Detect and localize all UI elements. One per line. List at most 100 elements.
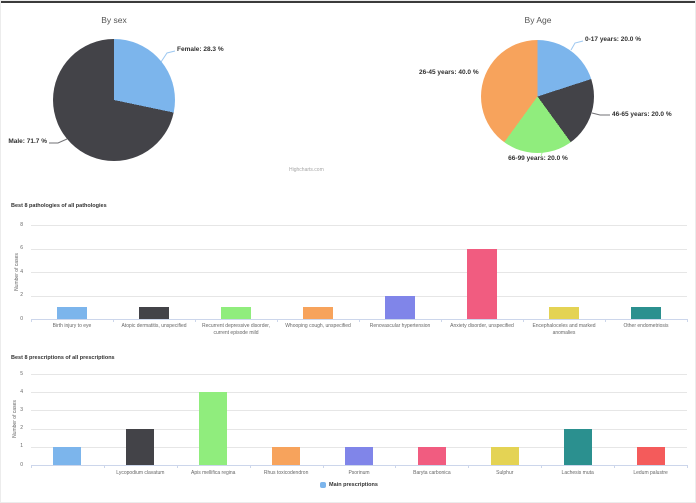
bar-lycopodium-clavatum[interactable] [126, 428, 155, 465]
prescriptions-y-axis: 0 1 2 3 4 5 [1, 349, 27, 501]
bar-psorinum[interactable] [345, 446, 373, 465]
bar-birth-injury-to-eye[interactable] [57, 307, 87, 319]
bar-other-endometriosis[interactable] [631, 307, 661, 319]
gridline [31, 248, 687, 250]
pathologies-bars [31, 225, 687, 319]
pie-by-sex[interactable] [53, 39, 175, 161]
x-tick-mark [322, 465, 324, 468]
pathologies-bar-chart: Best 8 pathologies of all pathologies Nu… [1, 197, 695, 343]
bar-renovascular-hypertension[interactable] [385, 295, 415, 319]
gridlines [31, 225, 688, 322]
x-tick-mark [605, 319, 606, 322]
prescriptions-x-axis-labels: Lycopodium clavatum Apis mellifica regina… [31, 470, 687, 477]
y-tick-label: 4 [20, 388, 23, 395]
x-category-label: Encephaloceles and marked anomalies [532, 323, 596, 336]
gridline [31, 410, 687, 412]
bar-column [250, 374, 323, 465]
gridline [31, 225, 687, 226]
connector-female [160, 50, 176, 63]
pathologies-chart-title: Best 8 pathologies of all pathologies [11, 203, 107, 209]
bar-column [395, 374, 468, 465]
pie-slice-label-46-65: 46-65 years: 20.0 % [612, 111, 672, 118]
x-category-label: Whooping cough, unspecified [285, 323, 351, 329]
x-category-label: Sulphur [496, 470, 514, 476]
bar-column [104, 374, 177, 465]
x-category-label: Renovascular hypertension [369, 323, 431, 329]
bar-recurrent-depressive-disorder-current-episode-mild[interactable] [221, 307, 251, 319]
window-top-edge [1, 1, 695, 3]
bar-baryta-carbonica[interactable] [417, 446, 446, 465]
bar-sulphur[interactable] [490, 446, 519, 465]
x-category-label: Anxiety disorder, unspecified [450, 323, 514, 329]
x-tick-mark [541, 465, 543, 468]
pie-title-by-sex: By sex [101, 15, 127, 25]
bar-whooping-cough-unspecified[interactable] [303, 307, 333, 319]
bar-ledum-palustre[interactable] [636, 446, 665, 465]
legend-marker-icon [320, 482, 327, 488]
y-tick-label: 2 [20, 425, 23, 432]
pie-slice-label-0-17: 0-17 years: 20.0 % [585, 36, 642, 43]
x-category-label: Ledum palustre [633, 470, 668, 476]
x-category-label: Rhus toxicodendron [263, 470, 309, 476]
bar-rhus-toxicodendron[interactable] [272, 446, 301, 465]
bar-atopic-dermatitis-unspecified[interactable] [139, 307, 169, 319]
x-category-label: Lachesis muta [561, 470, 594, 476]
highcharts-credit-link[interactable]: Highcharts.com [289, 167, 324, 173]
bar-unnamed[interactable] [53, 446, 82, 465]
pie-slice-label-66-99: 66-99 years: 20.0 % [508, 155, 568, 162]
connector-age-0-17 [570, 40, 584, 51]
x-tick-mark [614, 465, 616, 468]
y-tick-label: 2 [20, 292, 23, 298]
bar-column [113, 225, 195, 319]
x-category-label [31, 470, 104, 477]
pie-by-age[interactable] [481, 40, 594, 153]
x-tick-mark [441, 319, 442, 322]
x-category-label: Apis mellifica regina [190, 470, 236, 476]
x-category-label: Birth injury to eye [52, 323, 92, 329]
bar-column [31, 225, 113, 319]
gridline [31, 295, 687, 297]
connector-male [49, 138, 68, 144]
legend[interactable]: Main prescriptions [1, 482, 695, 488]
prescriptions-bars [31, 374, 687, 465]
bar-encephaloceles-and-marked-anomalies[interactable] [549, 307, 579, 319]
x-tick-mark [687, 465, 688, 468]
x-tick-mark [103, 465, 105, 468]
bar-column [441, 225, 523, 319]
pie-slice-label-male: Male: 71.7 % [8, 138, 47, 145]
prescriptions-chart-title: Best 8 prescriptions of all prescription… [11, 355, 115, 361]
y-tick-label: 4 [20, 268, 23, 275]
bar-column [323, 374, 396, 465]
bar-apis-mellifica-regina[interactable] [199, 392, 228, 465]
gridline [31, 392, 687, 394]
x-category-label: Lycopodium clavatum [116, 470, 165, 476]
x-tick-mark [468, 465, 470, 468]
bar-column [277, 225, 359, 319]
bar-column [468, 374, 541, 465]
pie-slice-label-female: Female: 28.3 % [177, 46, 224, 53]
x-tick-mark [176, 465, 178, 468]
bar-column [195, 225, 277, 319]
x-tick-mark [249, 465, 251, 468]
x-category-label: Baryta carbonica [413, 470, 451, 476]
x-category-label: Atopic dermatitis, unspecified [121, 323, 187, 329]
bar-column [31, 374, 104, 465]
prescriptions-plot-area [31, 374, 688, 468]
gridline [31, 374, 687, 375]
prescriptions-bar-chart: Best 8 prescriptions of all prescription… [1, 349, 695, 501]
x-axis-line [31, 465, 687, 466]
bar-column [359, 225, 441, 319]
bar-lachesis-muta[interactable] [563, 428, 592, 465]
y-tick-label: 8 [20, 221, 23, 228]
x-tick-mark [195, 319, 196, 322]
connector-age-46-65 [591, 112, 610, 116]
x-category-label: Recurrent depressive disorder, current e… [201, 323, 271, 336]
x-tick-mark [113, 319, 114, 322]
pie-slice-label-26-45: 26-45 years: 40.0 % [419, 69, 479, 76]
x-tick-mark [277, 319, 278, 322]
pathologies-plot-area [31, 225, 688, 322]
x-category-label: Other endometriosis [623, 323, 669, 329]
bar-anxiety-disorder-unspecified[interactable] [467, 248, 497, 319]
y-tick-label: 3 [20, 406, 23, 413]
